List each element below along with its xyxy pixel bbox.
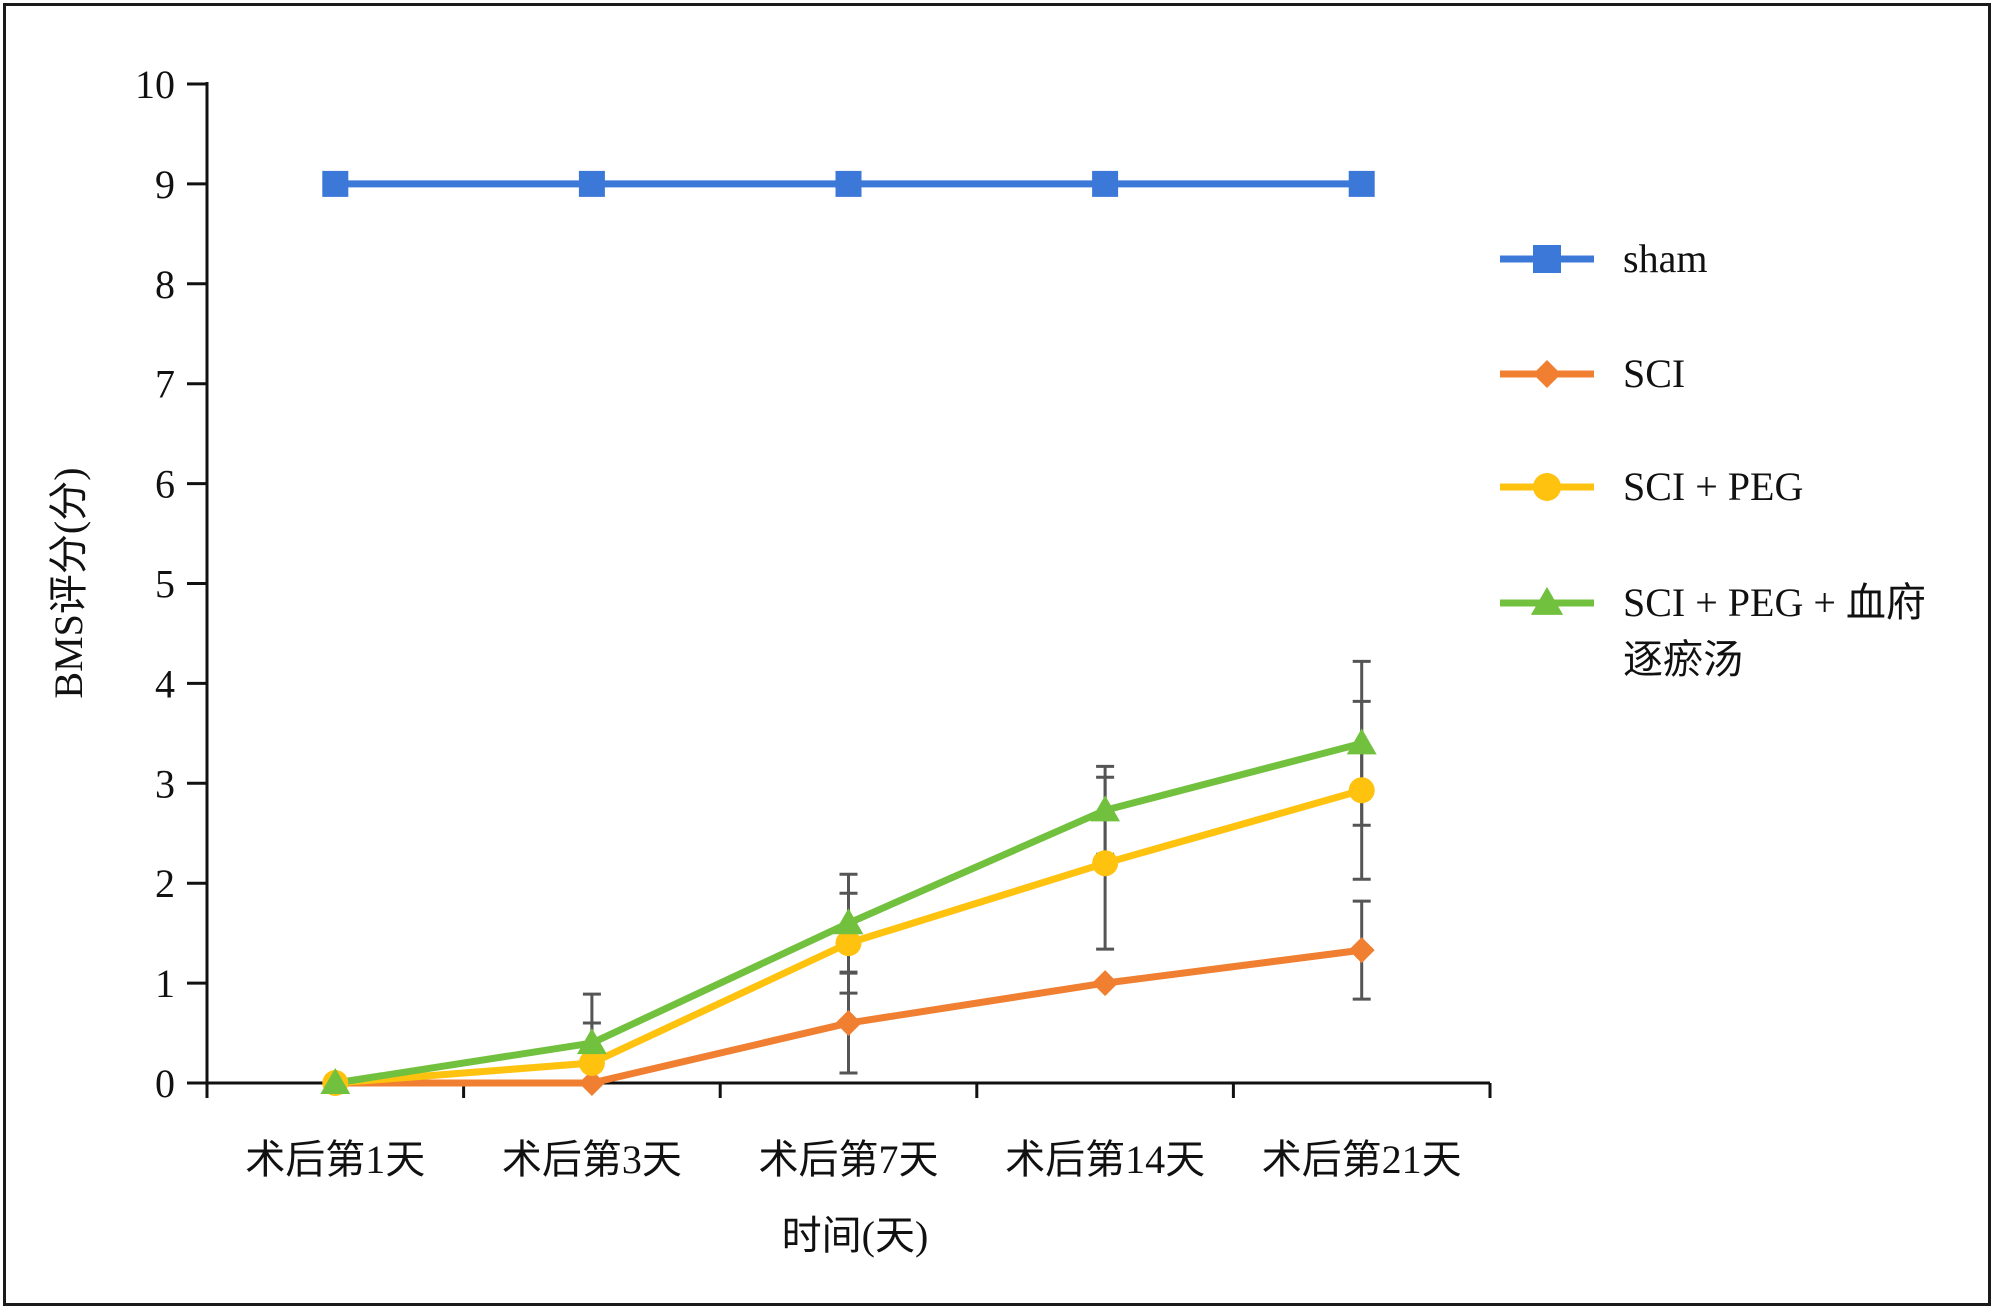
- x-tick-label: 术后第7天: [759, 1137, 939, 1182]
- data-point: [835, 170, 862, 197]
- y-tick-label: 0: [155, 1061, 175, 1106]
- y-tick-label: 5: [155, 562, 175, 607]
- legend-marker: [1533, 360, 1561, 388]
- y-tick-label: 9: [155, 162, 175, 207]
- legend-label: SCI: [1623, 351, 1685, 396]
- data-point: [578, 170, 605, 197]
- x-tick-label: 术后第14天: [1005, 1137, 1205, 1182]
- data-point: [1092, 850, 1119, 877]
- data-point: [835, 1010, 862, 1037]
- y-tick-label: 4: [155, 661, 175, 706]
- y-tick-label: 7: [155, 362, 175, 407]
- data-point: [1092, 970, 1119, 997]
- y-tick-label: 1: [155, 961, 175, 1006]
- data-point: [1092, 170, 1119, 197]
- chart-axes: 0 1 2 3 4 5 6 7 8 9 10 术后第1天 术后第3天 术后第7天 术后第14天 术后第21天: [135, 62, 1492, 1182]
- data-point: [576, 1028, 607, 1055]
- data-point: [578, 1050, 605, 1077]
- data-point: [1348, 777, 1375, 804]
- x-axis-title: 时间(天): [782, 1213, 929, 1258]
- series-markers: [320, 170, 1377, 1096]
- data-point: [835, 930, 862, 957]
- legend-marker: [1530, 586, 1564, 615]
- y-tick-label: 6: [155, 462, 175, 507]
- y-axis-title: BMS评分(分): [46, 467, 91, 698]
- error-bars: [582, 659, 1371, 1085]
- x-tick-label: 术后第3天: [502, 1137, 682, 1182]
- y-tick-label: 10: [135, 62, 175, 107]
- data-point: [1348, 170, 1375, 197]
- y-tick-label: 3: [155, 761, 175, 806]
- y-tick-label: 8: [155, 262, 175, 307]
- data-point: [1348, 937, 1375, 964]
- x-tick-label: 术后第1天: [245, 1137, 425, 1182]
- legend-marker: [1533, 473, 1561, 501]
- legend-label: SCI + PEG + 血府: [1623, 580, 1926, 625]
- legend-label: sham: [1623, 236, 1707, 281]
- data-point: [320, 1068, 351, 1095]
- x-tick-label: 术后第21天: [1262, 1137, 1462, 1182]
- data-point: [1090, 795, 1121, 822]
- data-point: [1346, 728, 1377, 755]
- legend-label: SCI + PEG: [1623, 464, 1803, 509]
- y-tick-label: 2: [155, 861, 175, 906]
- legend-marker: [1533, 245, 1561, 273]
- data-point: [833, 908, 864, 935]
- data-point: [578, 1070, 605, 1096]
- data-point: [322, 170, 349, 197]
- legend-label: 逐瘀汤: [1623, 637, 1743, 682]
